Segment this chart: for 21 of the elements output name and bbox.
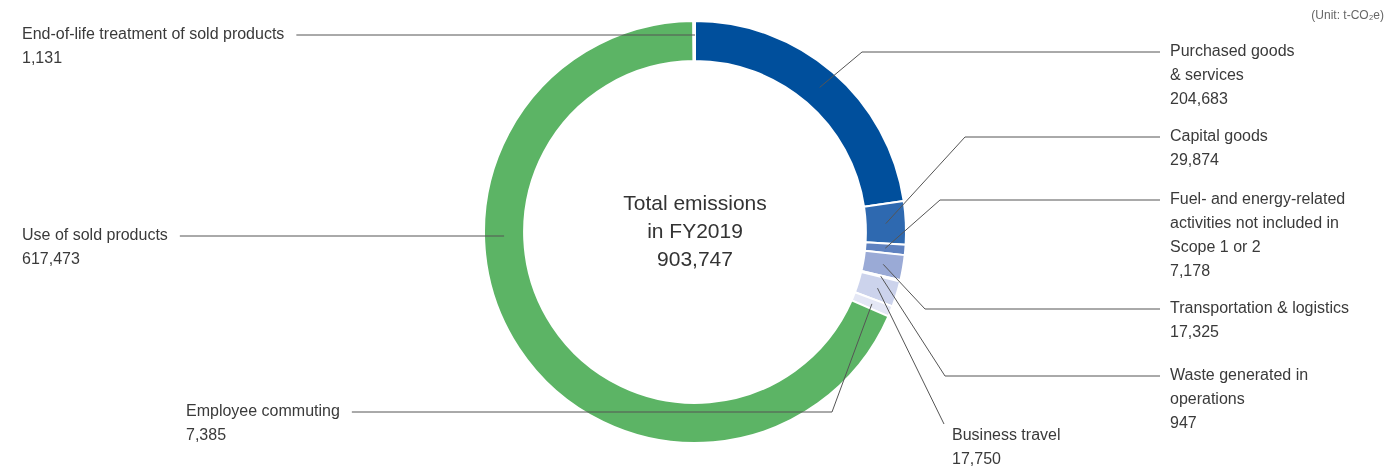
data-label: 17,750 — [952, 450, 1002, 468]
data-label: 29,874 — [1170, 151, 1220, 169]
slice-label: Purchased goods & services — [1170, 42, 1295, 84]
text: (Unit: t-CO₂e) — [1311, 8, 1384, 23]
data-label: 7,385 — [186, 426, 227, 444]
slice-label: Employee commuting — [186, 402, 340, 420]
slice-label: End-of-life treatment of sold products — [22, 25, 285, 43]
slice-label: Use of sold products — [22, 226, 168, 244]
data-label: 947 — [1170, 414, 1197, 432]
data-label: 617,473 — [22, 250, 80, 268]
data-label: 7,178 — [1170, 262, 1211, 280]
slice-label: Business travel — [952, 426, 1061, 444]
slice-label: Waste generated in operations — [1170, 366, 1309, 408]
slice-label: Transportation & logistics — [1170, 299, 1350, 317]
text: 903,747 — [657, 246, 733, 270]
data-label: 1,131 — [22, 49, 63, 67]
slice-label: Fuel- and energy-related activities not included in Scope 1 or 2 — [1170, 190, 1346, 256]
text: Total emissions in FY2019 — [623, 190, 767, 242]
data-label: 17,325 — [1170, 323, 1220, 341]
slice-label: Capital goods — [1170, 127, 1268, 145]
data-label: 204,683 — [1170, 90, 1228, 108]
